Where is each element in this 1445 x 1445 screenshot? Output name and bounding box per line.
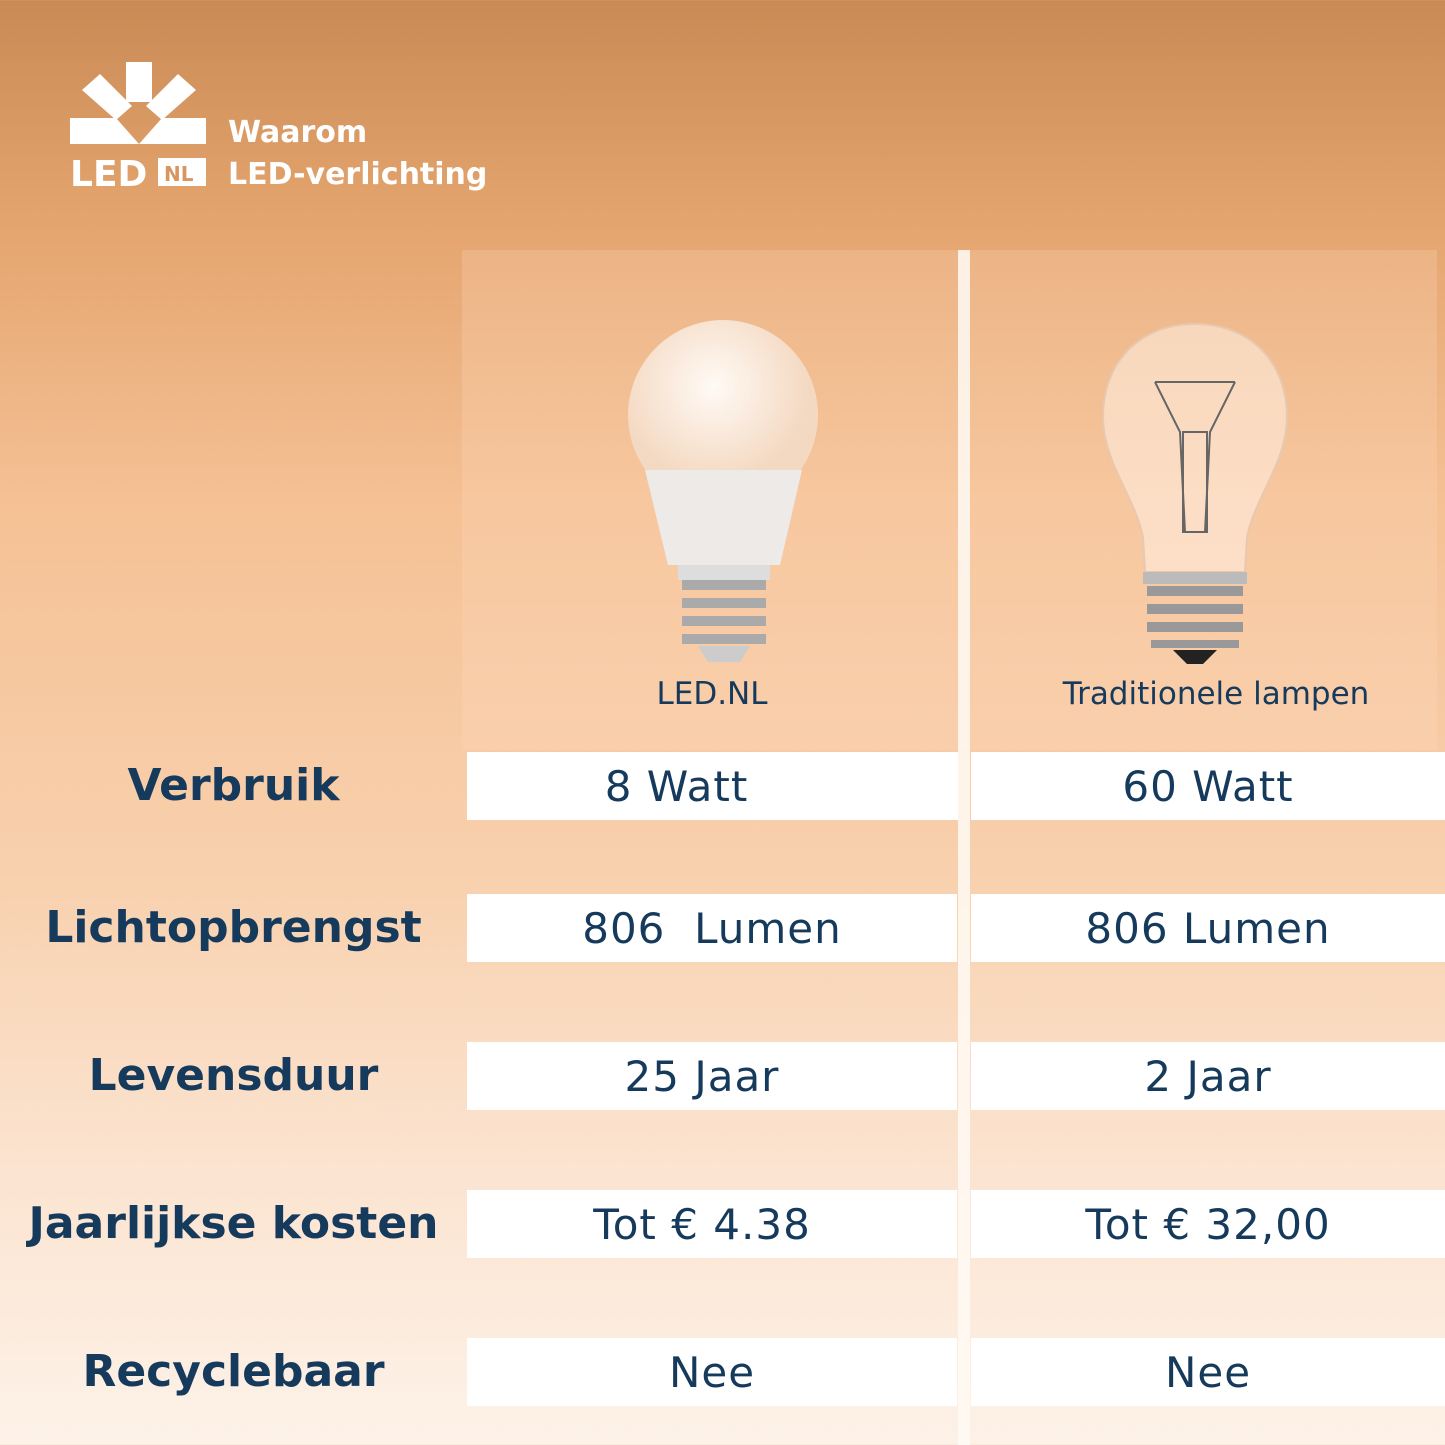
row-label: Lichtopbrengst: [45, 902, 422, 953]
led-value: Tot € 4.38: [467, 1190, 957, 1258]
led-value: 806 Lumen: [467, 894, 957, 962]
column-header-traditional: Traditionele lampen: [1062, 676, 1370, 712]
svg-text:LED: LED: [70, 154, 147, 190]
traditional-value: 2 Jaar: [971, 1042, 1445, 1110]
comparison-header-panel: [462, 250, 1437, 750]
traditional-value: 806 Lumen: [971, 894, 1445, 962]
title-line-2: LED-verlichting: [228, 157, 488, 192]
svg-text:NL: NL: [164, 162, 194, 186]
traditional-value: Tot € 32,00: [971, 1190, 1445, 1258]
title-line-1: Waarom: [228, 115, 368, 150]
led-bulb-icon: [628, 320, 818, 662]
row-label: Jaarlijkse kosten: [28, 1198, 439, 1249]
led-value: 25 Jaar: [467, 1042, 957, 1110]
column-divider: [958, 250, 970, 1445]
led-value: 8 Watt: [467, 752, 958, 820]
column-header-led: LED.NL: [656, 676, 768, 712]
header-title: Waarom LED-verlichting: [228, 112, 487, 196]
led-value: Nee: [467, 1338, 957, 1406]
row-label: Levensduur: [88, 1050, 379, 1101]
incandescent-bulb-icon: [1101, 322, 1289, 664]
traditional-value: 60 Watt: [971, 752, 1445, 820]
traditional-value: Nee: [971, 1338, 1445, 1406]
row-label: Recyclebaar: [82, 1346, 385, 1397]
row-label: Verbruik: [127, 760, 340, 811]
led-nl-logo: LED NL: [70, 62, 210, 195]
